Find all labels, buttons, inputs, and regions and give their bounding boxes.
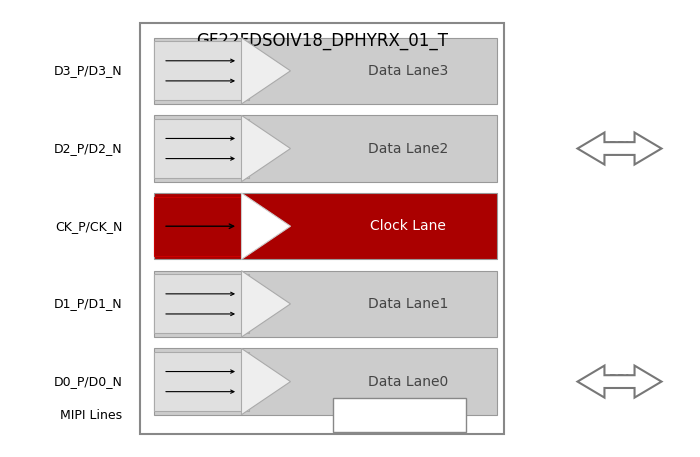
Polygon shape: [241, 38, 290, 104]
Text: Data Lane0: Data Lane0: [368, 375, 448, 388]
Polygon shape: [578, 133, 662, 165]
Polygon shape: [241, 115, 290, 181]
Bar: [154, 42, 248, 101]
Bar: [154, 197, 248, 256]
Bar: [154, 274, 248, 334]
Bar: [154, 271, 497, 337]
Bar: [332, 398, 466, 432]
Text: Data Lane2: Data Lane2: [368, 142, 448, 155]
Text: Control: Control: [374, 408, 424, 422]
Text: PPI: PPI: [610, 141, 629, 151]
Text: GF22FDSOIV18_DPHYRX_01_T: GF22FDSOIV18_DPHYRX_01_T: [196, 32, 448, 50]
Bar: [154, 119, 248, 178]
Bar: [154, 348, 497, 415]
Text: D0_P/D0_N: D0_P/D0_N: [54, 375, 122, 388]
Polygon shape: [241, 193, 290, 260]
Text: Data Lane3: Data Lane3: [368, 64, 448, 78]
FancyBboxPatch shape: [140, 23, 504, 434]
Text: Data Lane1: Data Lane1: [368, 297, 448, 311]
Text: Clock Lane: Clock Lane: [370, 219, 446, 233]
Text: D1_P/D1_N: D1_P/D1_N: [54, 298, 122, 310]
Text: PPI: PPI: [610, 374, 629, 384]
Text: D3_P/D3_N: D3_P/D3_N: [54, 64, 122, 77]
Polygon shape: [241, 348, 290, 415]
Text: CK_P/CK_N: CK_P/CK_N: [55, 220, 122, 233]
Text: D2_P/D2_N: D2_P/D2_N: [54, 142, 122, 155]
Bar: [154, 115, 497, 181]
Text: MIPI Lines: MIPI Lines: [60, 409, 122, 422]
Bar: [154, 193, 497, 260]
Bar: [154, 38, 497, 104]
Polygon shape: [241, 271, 290, 337]
Bar: [154, 352, 248, 411]
Polygon shape: [578, 366, 662, 398]
